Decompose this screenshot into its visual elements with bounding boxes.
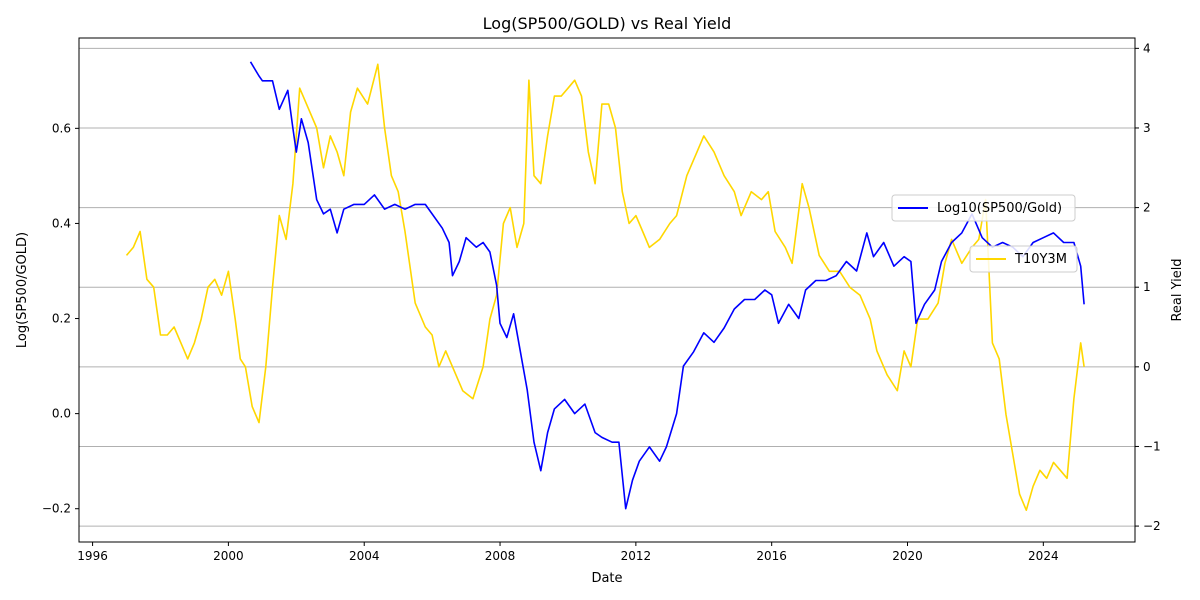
legend-box — [969, 245, 1078, 273]
x-tick-label: 2024 — [1028, 549, 1059, 563]
right-y-tick-label: 0 — [1143, 360, 1151, 374]
x-axis-label: Date — [591, 571, 622, 586]
legend-box — [891, 194, 1076, 222]
plot-area — [79, 38, 1135, 542]
x-tick-label: 2004 — [349, 549, 380, 563]
left-y-axis: −0.2 0.0 0.2 0.4 0.6 — [42, 121, 79, 516]
chart-title: Log(SP500/GOLD) vs Real Yield — [483, 14, 732, 33]
x-tick-label: 2000 — [213, 549, 244, 563]
x-tick-label: 2020 — [892, 549, 923, 563]
left-y-tick-label: −0.2 — [42, 502, 71, 516]
left-y-tick-label: 0.4 — [52, 216, 71, 230]
right-y-tick-label: 2 — [1143, 201, 1151, 215]
right-y-tick-label: 3 — [1143, 121, 1151, 135]
right-y-tick-label: 4 — [1143, 41, 1151, 55]
right-y-axis: −2 −1 0 1 2 3 4 — [1135, 41, 1161, 533]
left-y-tick-label: 0.6 — [52, 121, 71, 135]
x-tick-label: 2016 — [756, 549, 787, 563]
plot-frame — [78, 37, 1136, 543]
right-y-tick-label: 1 — [1143, 280, 1151, 294]
left-y-tick-label: 0.2 — [52, 312, 71, 326]
legend-left-series: Log10(SP500/Gold) — [891, 194, 1076, 222]
left-y-axis-label: Log(SP500/GOLD) — [15, 232, 30, 348]
x-tick-label: 1996 — [77, 549, 108, 563]
right-y-axis-label: Real Yield — [1170, 258, 1185, 321]
right-y-tick-label: −2 — [1143, 519, 1161, 533]
series-line-t10y3m — [125, 63, 1085, 512]
x-axis: 1996 2000 2004 2008 2012 2016 2020 2024 — [77, 542, 1059, 563]
series-line-log-sp500-gold — [249, 61, 1085, 510]
legend-label-sp500-gold: Log10(SP500/Gold) — [937, 201, 1062, 216]
left-y-tick-label: 0.0 — [52, 407, 71, 421]
x-tick-label: 2012 — [621, 549, 652, 563]
right-y-tick-label: −1 — [1143, 439, 1161, 453]
series-layer — [125, 61, 1085, 512]
legend-right-series: T10Y3M — [969, 245, 1078, 273]
grid — [79, 47, 1135, 527]
legend-label-t10y3m: T10Y3M — [1014, 252, 1067, 267]
x-tick-label: 2008 — [485, 549, 516, 563]
